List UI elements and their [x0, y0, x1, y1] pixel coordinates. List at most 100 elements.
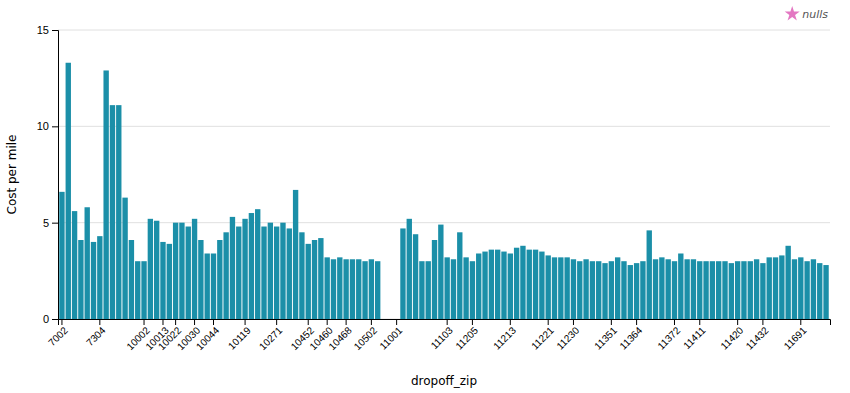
y-tick-mark	[52, 223, 58, 224]
x-tick: 10271	[257, 319, 285, 352]
bar	[754, 259, 759, 319]
x-tick-label: 11103	[429, 324, 456, 351]
bar	[312, 240, 317, 319]
x-tick: 11691	[782, 319, 809, 352]
x-tick: 7002	[46, 319, 70, 348]
y-tick-mark	[52, 30, 58, 31]
x-tick-mark	[699, 319, 700, 325]
x-tick-mark	[762, 319, 763, 325]
bar	[451, 259, 456, 319]
bar	[85, 207, 90, 319]
x-tick-mark	[636, 319, 637, 325]
bar	[697, 261, 702, 319]
bar	[767, 257, 772, 319]
y-tick: 10	[37, 120, 58, 132]
bar	[621, 261, 626, 319]
x-tick: 10502	[352, 319, 380, 352]
grid-line	[58, 30, 830, 31]
bar	[236, 227, 241, 319]
bar	[514, 248, 519, 319]
bar	[760, 263, 765, 319]
bar	[223, 232, 228, 319]
x-tick: 11213	[491, 319, 518, 352]
bar	[495, 250, 500, 319]
bar	[823, 265, 828, 319]
bar	[533, 250, 538, 319]
chart-container: 0510157002730410002100131002210030100441…	[0, 0, 850, 393]
y-tick: 0	[43, 313, 58, 325]
bar	[299, 232, 304, 319]
bar	[501, 252, 506, 319]
chart-svg: 0510157002730410002100131002210030100441…	[0, 0, 850, 393]
bar	[249, 213, 254, 319]
x-tick: 10119	[226, 319, 253, 352]
x-tick-mark	[472, 319, 473, 325]
bar	[546, 255, 551, 319]
y-tick: 15	[37, 24, 58, 36]
x-tick-mark	[510, 319, 511, 325]
bar	[148, 219, 153, 319]
bar	[217, 240, 222, 319]
x-tick-label: 11364	[617, 324, 644, 351]
bar	[596, 261, 601, 319]
bar	[817, 263, 822, 319]
bar	[280, 223, 285, 319]
bar	[489, 250, 494, 319]
x-tick-mark	[611, 319, 612, 325]
y-tick-label: 5	[43, 217, 49, 229]
bar	[122, 198, 127, 319]
bar	[293, 190, 298, 319]
bar	[261, 227, 266, 319]
x-tick-mark	[308, 319, 309, 325]
bar	[103, 70, 108, 319]
bar	[665, 259, 670, 319]
x-tick-mark	[175, 319, 176, 325]
x-tick-label: 11221	[529, 324, 556, 351]
bar	[135, 261, 140, 319]
bar	[703, 261, 708, 319]
y-tick-mark	[52, 319, 58, 320]
bar	[602, 263, 607, 319]
x-tick: 11364	[617, 319, 644, 352]
x-tick-label: 11372	[655, 324, 682, 351]
x-tick: 11411	[681, 319, 708, 351]
bar	[710, 261, 715, 319]
bar	[129, 240, 134, 319]
y-axis: 0 5 10 15	[37, 24, 59, 325]
x-tick-mark	[737, 319, 738, 325]
bar	[798, 257, 803, 319]
x-tick-mark	[447, 319, 448, 325]
bar	[482, 252, 487, 319]
bar	[571, 259, 576, 319]
bar	[192, 219, 197, 319]
bar	[773, 257, 778, 319]
bar	[91, 242, 96, 319]
x-tick-mark	[61, 319, 62, 325]
bar	[141, 261, 146, 319]
x-tick-mark	[396, 319, 397, 325]
bar	[324, 257, 329, 319]
x-tick-label: 10044	[194, 324, 222, 352]
bar	[735, 261, 740, 319]
bar	[811, 259, 816, 319]
bar	[640, 261, 645, 319]
bar	[407, 219, 412, 319]
x-tick: 11372	[655, 319, 682, 352]
bar	[400, 228, 405, 319]
bar	[362, 261, 367, 319]
x-tick-mark	[245, 319, 246, 325]
bar	[438, 225, 443, 319]
bar	[356, 259, 361, 319]
x-tick-label: 10271	[257, 324, 285, 352]
x-tick-label: 11420	[718, 324, 745, 351]
bar	[470, 261, 475, 319]
grid-line	[58, 126, 830, 127]
bar	[647, 230, 652, 319]
bar	[66, 63, 71, 319]
bar	[577, 261, 582, 319]
x-tick: 7304	[84, 319, 108, 348]
x-tick-mark	[99, 319, 100, 325]
bar	[198, 240, 203, 319]
bars	[59, 63, 828, 319]
bar	[350, 259, 355, 319]
